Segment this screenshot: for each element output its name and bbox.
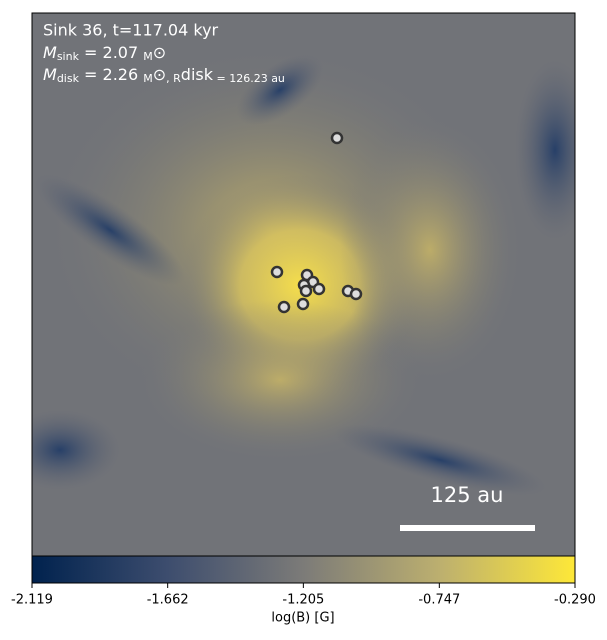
scale-bar-label: 125 au bbox=[431, 483, 504, 507]
annotation-part: ⊙ bbox=[153, 65, 166, 84]
annotation-part: M bbox=[43, 43, 57, 62]
annotation-part: = 2.26 bbox=[79, 65, 143, 84]
title: Sink 36, t=117.04 kyr bbox=[43, 21, 219, 40]
colorbar-tick-label: -1.205 bbox=[282, 593, 324, 608]
subscript: M bbox=[143, 50, 153, 63]
colorbar bbox=[31, 555, 576, 584]
sinks bbox=[270, 131, 363, 314]
subscript: disk bbox=[57, 72, 80, 85]
subscript: = 126.23 au bbox=[213, 72, 285, 85]
annotation: Msink = 2.07 M⊙ bbox=[43, 43, 166, 64]
annotation-part: ⊙ bbox=[153, 43, 166, 62]
colorbar-tick-label: -1.662 bbox=[147, 593, 189, 608]
scale-bar bbox=[400, 525, 535, 531]
subscript: , R bbox=[166, 72, 181, 85]
field-image bbox=[32, 13, 575, 556]
subscript: sink bbox=[57, 50, 80, 63]
annotation-part: = 2.07 bbox=[79, 43, 143, 62]
colorbar-label: log(B) [G] bbox=[271, 611, 334, 626]
colorbar-tick-label: -0.290 bbox=[554, 593, 596, 608]
annotation-part: M bbox=[43, 65, 57, 84]
colorbar-tick-label: -0.747 bbox=[418, 593, 460, 608]
colorbar-tick-label: -2.119 bbox=[11, 593, 53, 608]
subscript: M bbox=[143, 72, 153, 85]
annotation: Mdisk = 2.26 M⊙, Rdisk = 126.23 au bbox=[43, 65, 285, 86]
annotation-part: disk bbox=[181, 65, 214, 84]
